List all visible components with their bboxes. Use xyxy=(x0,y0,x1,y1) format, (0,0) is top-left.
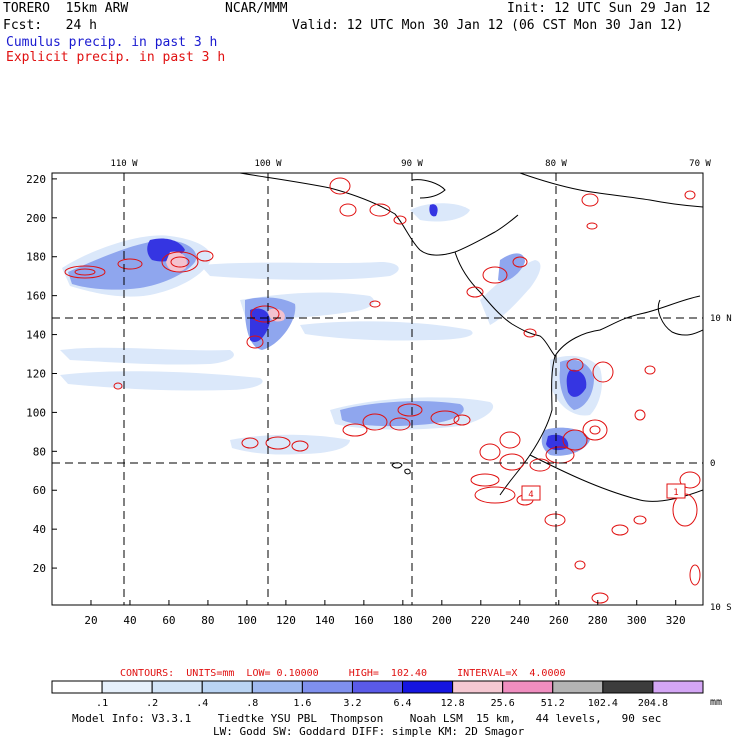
colorbar-label: .1 xyxy=(96,698,108,709)
colorbar-swatch xyxy=(552,680,604,694)
colorbar-swatch xyxy=(101,680,153,694)
colorbar-swatch xyxy=(602,680,654,694)
physics-info: LW: Godd SW: Goddard DIFF: simple KM: 2D… xyxy=(213,725,525,738)
colorbar-swatch xyxy=(201,680,253,694)
lon-label: 70 W xyxy=(689,159,711,169)
x-tick-label: 260 xyxy=(549,614,569,627)
colorbar-label: 204.8 xyxy=(638,698,668,709)
lon-label: 110 W xyxy=(110,159,138,169)
colorbar-label: 102.4 xyxy=(588,698,618,709)
x-tick-label: 140 xyxy=(315,614,335,627)
x-tick-label: 160 xyxy=(354,614,374,627)
x-tick-label: 280 xyxy=(588,614,608,627)
y-tick-label: 140 xyxy=(26,329,46,342)
forecast-hour: Fcst: 24 h xyxy=(3,18,97,33)
y-tick-label: 80 xyxy=(33,445,46,458)
x-tick-label: 180 xyxy=(393,614,413,627)
y-tick-label: 60 xyxy=(33,484,46,497)
colorbar-swatch xyxy=(652,680,704,694)
x-tick-label: 220 xyxy=(471,614,491,627)
longitude-labels: 110 W 100 W 90 W 80 W 70 W xyxy=(110,159,711,169)
lat-lon-grid xyxy=(52,173,703,605)
x-tick-label: 200 xyxy=(432,614,452,627)
coastlines xyxy=(239,173,703,502)
colorbar-swatch xyxy=(151,680,203,694)
colorbar-label: 6.4 xyxy=(394,698,412,709)
lat-label: 10 N xyxy=(710,314,732,324)
org-label: NCAR/MMM xyxy=(225,1,288,16)
colorbar-label: 12.8 xyxy=(441,698,465,709)
x-tick-label: 20 xyxy=(84,614,97,627)
lat-label: 0 xyxy=(710,459,715,469)
colorbar-label: 1.6 xyxy=(293,698,311,709)
explicit-label: Explicit precip. in past 3 h xyxy=(6,50,226,65)
cumulus-label: Cumulus precip. in past 3 h xyxy=(6,35,218,50)
x-tick-label: 80 xyxy=(201,614,214,627)
x-tick-label: 60 xyxy=(162,614,175,627)
init-time: Init: 12 UTC Sun 29 Jan 12 xyxy=(507,1,711,16)
colorbar-swatch xyxy=(502,680,554,694)
y-tick-label: 120 xyxy=(26,367,46,380)
colorbar-label: 51.2 xyxy=(541,698,565,709)
x-tick-label: 100 xyxy=(237,614,257,627)
y-tick-label: 220 xyxy=(26,173,46,186)
y-tick-label: 160 xyxy=(26,290,46,303)
station-markers: 4 1 xyxy=(521,483,686,501)
lat-label: 10 S xyxy=(710,603,732,613)
y-tick-label: 20 xyxy=(33,562,46,575)
x-axis-ticks: 20 40 60 80 100 120 140 160 180 200 220 240 260 280 30… xyxy=(84,600,686,627)
x-tick-label: 320 xyxy=(666,614,686,627)
marker-1: 1 xyxy=(673,488,678,498)
colorbar-label: 3.2 xyxy=(343,698,361,709)
x-tick-label: 240 xyxy=(510,614,530,627)
colorbar-swatch xyxy=(251,680,303,694)
colorbar-units: mm xyxy=(710,697,723,708)
colorbar-swatch xyxy=(51,680,103,694)
x-tick-label: 120 xyxy=(276,614,296,627)
lon-label: 80 W xyxy=(545,159,567,169)
explicit-precip-contours xyxy=(64,177,701,604)
colorbar-swatch xyxy=(452,680,504,694)
colorbar-label: 25.6 xyxy=(491,698,515,709)
y-tick-label: 100 xyxy=(26,406,46,419)
colorbar-label: .8 xyxy=(246,698,258,709)
x-tick-label: 300 xyxy=(627,614,647,627)
y-tick-label: 200 xyxy=(26,212,46,225)
colorbar-label: .4 xyxy=(196,698,208,709)
y-tick-label: 180 xyxy=(26,251,46,264)
y-axis-ticks: 220 200 180 160 140 120 100 80 60 40 20 xyxy=(26,173,57,575)
lon-label: 90 W xyxy=(401,159,423,169)
colorbar-swatch xyxy=(402,680,454,694)
lon-label: 100 W xyxy=(254,159,282,169)
contour-info: CONTOURS: UNITS=mm LOW= 0.10000 HIGH= 10… xyxy=(120,668,566,679)
model-title: TORERO 15km ARW xyxy=(3,1,129,16)
x-tick-label: 40 xyxy=(123,614,136,627)
valid-time: Valid: 12 UTC Mon 30 Jan 12 (06 CST Mon … xyxy=(292,18,684,33)
colorbar-swatch xyxy=(351,680,404,694)
colorbar-label: .2 xyxy=(146,698,158,709)
latitude-labels: 10 N 0 10 S xyxy=(710,314,732,613)
model-info: Model Info: V3.3.1 Tiedtke YSU PBL Thomp… xyxy=(72,712,662,725)
y-tick-label: 40 xyxy=(33,523,46,536)
colorbar: .1 .2 .4 .8 1.6 3.2 6.4 12.8 25.6 51.2 102.4 204.8 xyxy=(51,680,704,709)
marker-4: 4 xyxy=(528,490,533,500)
colorbar-swatch xyxy=(301,680,353,694)
